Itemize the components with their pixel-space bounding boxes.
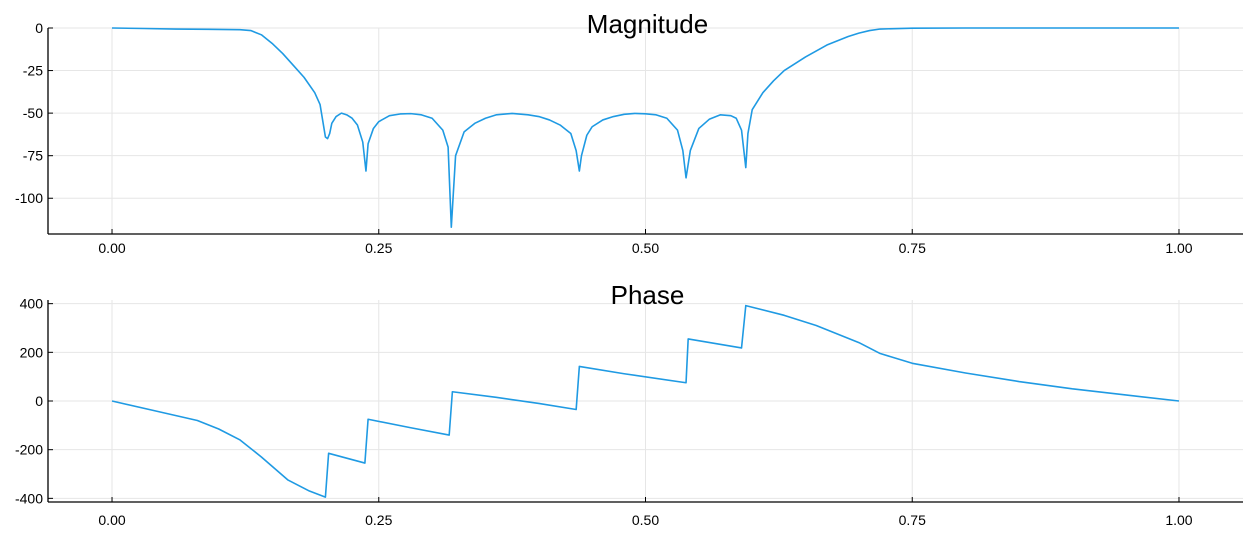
phase-x-tick-label: 0.50 [632, 512, 659, 528]
magnitude-x-tick-label: 0.75 [899, 240, 926, 256]
phase-y-tick-label: -400 [15, 490, 43, 506]
magnitude-x-tick-label: 0.25 [365, 240, 392, 256]
phase-x-tick-label: 0.00 [98, 512, 125, 528]
magnitude-y-tick-label: 0 [35, 20, 43, 36]
magnitude-x-tick-label: 0.00 [98, 240, 125, 256]
phase-title: Phase [611, 280, 685, 310]
phase-y-tick-label: 400 [20, 296, 44, 312]
magnitude-title: Magnitude [587, 9, 708, 39]
magnitude-y-tick-label: -75 [23, 148, 43, 164]
phase-x-tick-label: 0.75 [899, 512, 926, 528]
magnitude-y-tick-label: -25 [23, 63, 43, 79]
magnitude-x-tick-label: 0.50 [632, 240, 659, 256]
magnitude-series-line-0 [112, 27, 1179, 228]
phase-y-tick-label: 200 [20, 344, 44, 360]
phase-panel: 0.00 0.25 0.50 0.75 1.00 400 200 0 -200 -400 Phase [15, 280, 1243, 528]
magnitude-panel: 0.00 0.25 0.50 0.75 1.00 0 -25 -50 -75 -100 Magnit… [15, 9, 1243, 256]
phase-x-tick-label: 1.00 [1165, 512, 1192, 528]
magnitude-y-tick-label: -100 [15, 190, 43, 206]
phase-y-tick-label: -200 [15, 442, 43, 458]
phase-x-tick-label: 0.25 [365, 512, 392, 528]
magnitude-x-tick-label: 1.00 [1165, 240, 1192, 256]
phase-y-tick-label: 0 [35, 393, 43, 409]
magnitude-y-tick-label: -50 [23, 105, 43, 121]
phase-series-line-0 [111, 304, 1180, 498]
